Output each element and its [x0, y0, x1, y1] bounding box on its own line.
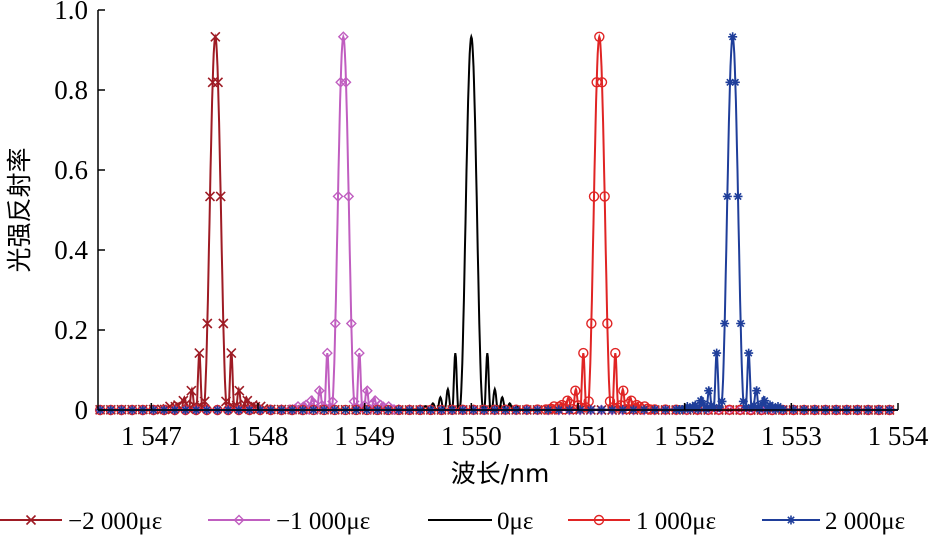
- marker-circle: [593, 514, 605, 526]
- marker-circle: [599, 191, 610, 202]
- marker-circle: [591, 77, 602, 88]
- marker-star: [741, 402, 751, 412]
- marker-circle: [578, 347, 589, 359]
- marker-x: [202, 318, 213, 329]
- marker-x: [215, 191, 226, 202]
- marker-diamond: [343, 190, 355, 202]
- marker-star: [722, 191, 732, 201]
- marker-x: [212, 77, 224, 88]
- series-1: [94, 31, 898, 416]
- x-tick-label: 1 551: [548, 421, 609, 451]
- y-axis-label: 光强反射率: [5, 147, 34, 272]
- y-tick-label: 0.2: [54, 315, 88, 345]
- legend-item-0: −2 000με: [0, 508, 162, 535]
- legend-label: −1 000με: [276, 508, 370, 535]
- marker-star: [717, 396, 727, 406]
- legend-item-3: 1 000με: [568, 508, 716, 535]
- marker-diamond: [337, 31, 349, 43]
- legend-label: −2 000με: [68, 508, 162, 535]
- marker-star: [709, 403, 719, 413]
- marker-circle: [588, 191, 600, 202]
- y-tick-label: 0: [75, 395, 89, 425]
- marker-star: [733, 191, 743, 201]
- marker-star: [714, 402, 724, 412]
- x-tick-label: 1 553: [761, 421, 822, 451]
- series-0: [95, 31, 898, 416]
- marker-x: [186, 385, 197, 396]
- marker-star: [720, 319, 730, 328]
- x-tick-label: 1 547: [121, 421, 182, 451]
- marker-diamond: [345, 318, 357, 329]
- marker-x: [25, 514, 37, 526]
- marker-circle: [570, 385, 581, 396]
- marker-star: [736, 319, 746, 328]
- legend-item-1: −1 000με: [208, 508, 370, 535]
- marker-star: [752, 386, 762, 396]
- marker-x: [226, 347, 237, 359]
- y-tick-label: 1.0: [54, 0, 88, 25]
- marker-circle: [596, 77, 608, 88]
- marker-circle: [602, 318, 613, 329]
- marker-star: [725, 77, 735, 87]
- marker-circle: [594, 31, 605, 42]
- marker-star: [701, 404, 711, 414]
- marker-diamond: [313, 385, 325, 397]
- x-tick-label: 1 550: [441, 421, 502, 451]
- x-tick-label: 1 549: [334, 421, 395, 451]
- marker-star: [786, 515, 796, 525]
- legend-label: 0με: [497, 508, 533, 535]
- marker-star: [730, 77, 740, 87]
- marker-diamond: [329, 318, 341, 329]
- y-tick-label: 0.4: [54, 235, 88, 265]
- legend-label: 2 000με: [825, 508, 905, 535]
- marker-star: [728, 32, 738, 42]
- marker-diamond: [606, 404, 618, 416]
- series-3: [94, 31, 898, 416]
- marker-star: [738, 396, 748, 406]
- x-tick-label: 1 554: [868, 421, 929, 451]
- series-4: [95, 32, 898, 415]
- marker-x: [194, 347, 205, 359]
- legend-label: 1 000με: [636, 508, 716, 535]
- y-tick-label: 0.6: [54, 155, 88, 185]
- marker-circle: [562, 395, 573, 406]
- marker-circle: [623, 398, 634, 410]
- marker-x: [210, 31, 221, 42]
- marker-x: [199, 396, 210, 407]
- series-line: [98, 33, 898, 411]
- marker-star: [690, 400, 700, 410]
- marker-star: [704, 386, 714, 396]
- marker-diamond: [353, 347, 365, 359]
- marker-star: [760, 396, 770, 406]
- x-axis-label: 波长/nm: [451, 459, 550, 488]
- marker-diamond: [233, 514, 245, 526]
- marker-star: [744, 348, 754, 358]
- marker-circle: [618, 385, 629, 396]
- marker-star: [749, 400, 759, 410]
- marker-diamond: [321, 347, 333, 359]
- marker-x: [234, 385, 245, 396]
- marker-star: [712, 348, 722, 358]
- x-tick-label: 1 548: [228, 421, 289, 451]
- marker-circle: [610, 347, 621, 359]
- legend-item-4: 2 000με: [762, 508, 905, 535]
- legend: −2 000με −1 000με 0με 1 000με 2 000με: [0, 508, 905, 535]
- marker-star: [754, 404, 764, 414]
- marker-circle: [604, 396, 616, 407]
- marker-x: [204, 191, 216, 202]
- marker-x: [220, 396, 232, 407]
- marker-x: [218, 318, 229, 329]
- marker-diamond: [361, 385, 373, 397]
- x-tick-label: 1 552: [654, 421, 715, 451]
- y-tick-label: 0.8: [54, 75, 88, 105]
- marker-circle: [583, 396, 594, 407]
- marker-star: [698, 399, 708, 409]
- marker-diamond: [340, 76, 352, 88]
- legend-item-2: 0με: [428, 508, 533, 535]
- marker-diamond: [332, 190, 344, 202]
- marker-circle: [586, 318, 597, 329]
- marker-diamond: [595, 404, 607, 416]
